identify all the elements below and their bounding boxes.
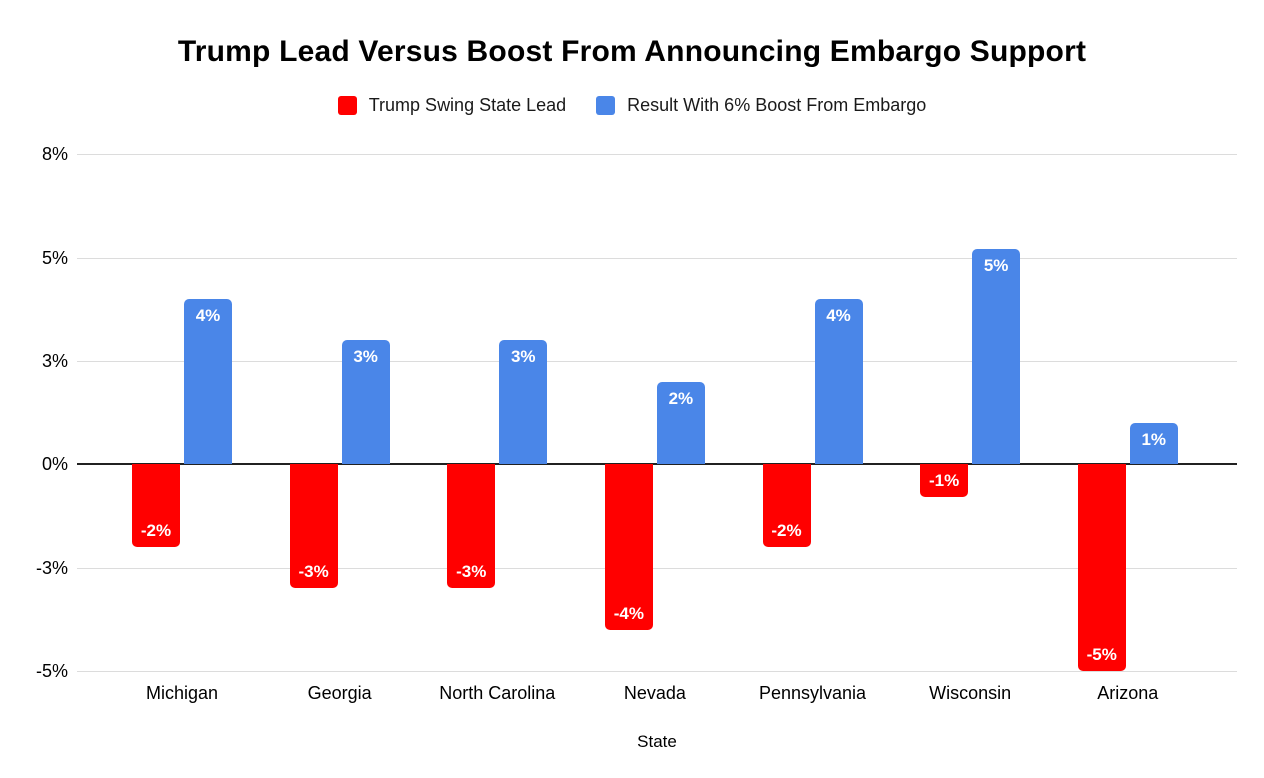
bar-value-label: 4% (195, 306, 221, 326)
legend-swatch-blue (596, 96, 616, 115)
bar-boost-georgia (341, 340, 390, 465)
y-tick-label: -3% (35, 557, 68, 578)
bar-value-label: -3% (298, 562, 329, 582)
legend-swatch-red (337, 96, 357, 115)
y-tick-label: 5% (41, 247, 68, 268)
bar-value-label: 3% (510, 347, 536, 367)
bar-value-label: 1% (1141, 430, 1167, 450)
chart-title: Trump Lead Versus Boost From Announcing … (177, 35, 1087, 68)
bar-value-label: 4% (826, 306, 851, 326)
x-axis-zero-line (77, 463, 1237, 466)
bar-value-label: 3% (353, 347, 378, 367)
bar-boost-wisconsin (972, 249, 1021, 465)
legend-item-boost-result: Result With 6% Boost From Embargo (596, 95, 926, 116)
bar-value-label: -5% (1086, 645, 1117, 665)
y-tick-label: -5% (35, 661, 68, 682)
bar-value-label: -1% (929, 471, 960, 491)
bar-value-label: -3% (456, 562, 487, 582)
bar-lead-north-carolina (447, 464, 496, 589)
x-tick-label-arizona: Arizona (1097, 683, 1159, 703)
gridline (77, 567, 1237, 569)
bar-lead-michigan (132, 464, 180, 548)
legend: Trump Swing State Lead Result With 6% Bo… (0, 95, 1264, 116)
bar-lead-pennsylvania (762, 464, 811, 548)
bar-value-label: -2% (771, 521, 802, 541)
bar-lead-arizona (1077, 464, 1126, 672)
gridline (77, 671, 1237, 673)
bar-boost-nevada (656, 381, 705, 465)
bar-lead-wisconsin (920, 464, 969, 498)
y-tick-label: 3% (41, 351, 68, 372)
legend-label: Result With 6% Boost From Embargo (627, 95, 927, 115)
bar-boost-michigan (184, 299, 232, 465)
y-tick-label: 8% (41, 144, 68, 165)
bar-lead-georgia (289, 464, 338, 589)
bar-boost-north-carolina (499, 340, 548, 465)
y-tick-label: 0% (41, 454, 68, 475)
bar-boost-pennsylvania (814, 299, 863, 465)
gridline (77, 154, 1237, 156)
x-tick-label-georgia: Georgia (307, 683, 372, 703)
gridline (77, 361, 1237, 363)
x-tick-label-nevada: Nevada (623, 683, 686, 703)
x-tick-label-north-carolina: North Carolina (439, 683, 556, 703)
legend-item-trump-lead: Trump Swing State Lead (337, 95, 567, 116)
legend-label: Trump Swing State Lead (368, 95, 567, 115)
bar-value-label: -2% (140, 521, 172, 541)
bar-value-label: 2% (668, 388, 694, 408)
x-axis-title: State (637, 732, 677, 751)
x-tick-label-michigan: Michigan (145, 683, 219, 703)
bar-value-label: -4% (613, 603, 644, 623)
bar-boost-arizona (1129, 423, 1178, 465)
gridline (77, 257, 1237, 259)
x-tick-label-wisconsin: Wisconsin (929, 683, 1012, 703)
bar-lead-nevada (604, 464, 653, 630)
bar-value-label: 5% (983, 256, 1009, 276)
x-tick-label-pennsylvania: Pennsylvania (758, 683, 867, 703)
